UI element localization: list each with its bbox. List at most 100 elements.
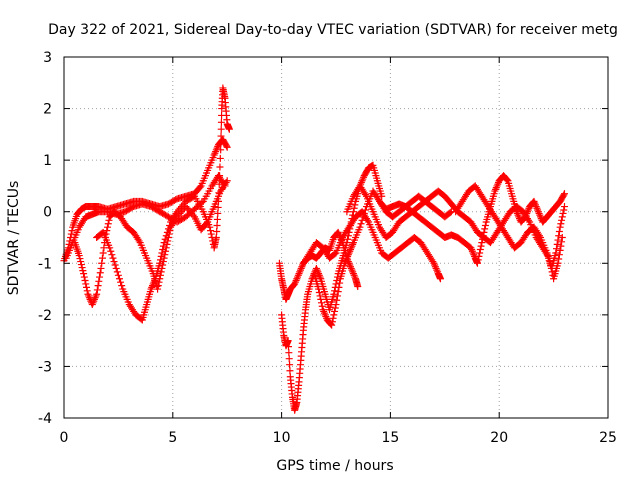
data-point <box>351 201 359 209</box>
data-point <box>350 204 358 212</box>
data-point <box>560 206 568 214</box>
data-point <box>559 209 567 217</box>
data-point <box>531 199 539 207</box>
data-point <box>336 279 344 287</box>
data-point <box>216 154 224 162</box>
data-point <box>211 149 219 157</box>
data-point <box>83 287 91 295</box>
data-point <box>90 297 98 305</box>
data-point <box>80 270 88 278</box>
data-point <box>76 255 84 263</box>
x-tick-label: 10 <box>273 430 291 446</box>
data-point <box>207 227 215 235</box>
data-point <box>107 247 115 255</box>
data-point <box>348 242 356 250</box>
data-point <box>82 280 90 288</box>
data-point <box>315 271 323 279</box>
data-point <box>90 295 98 303</box>
y-tick-label: 1 <box>43 153 52 169</box>
data-point <box>216 163 224 171</box>
data-point <box>217 139 225 147</box>
data-point <box>151 276 159 284</box>
data-point <box>341 258 349 266</box>
data-point <box>343 239 351 247</box>
data-point <box>502 175 510 183</box>
data-point <box>335 283 343 291</box>
data-point <box>67 230 75 238</box>
y-tick-label: -2 <box>38 308 52 324</box>
data-point <box>553 245 561 253</box>
data-point <box>104 223 112 231</box>
data-point <box>321 311 329 319</box>
data-point <box>534 206 542 214</box>
series-track-d <box>62 172 229 262</box>
data-point <box>361 191 369 199</box>
data-point <box>347 244 355 252</box>
data-point <box>223 143 231 151</box>
data-point <box>154 285 162 293</box>
data-point <box>481 225 489 233</box>
data-point <box>558 238 566 246</box>
data-point <box>533 204 541 212</box>
data-point <box>447 208 455 216</box>
data-point <box>481 221 489 229</box>
data-point <box>331 287 339 295</box>
x-tick-label: 0 <box>60 430 69 446</box>
data-point <box>331 307 339 315</box>
data-point <box>351 273 359 281</box>
series-track-j <box>452 182 568 272</box>
y-tick-label: 3 <box>43 50 52 66</box>
data-point <box>163 228 171 236</box>
data-point <box>521 213 529 221</box>
data-point <box>75 252 83 260</box>
data-point <box>514 211 522 219</box>
data-point <box>315 285 323 293</box>
data-point <box>217 132 225 140</box>
data-point <box>206 223 214 231</box>
data-point <box>112 264 120 272</box>
data-point <box>162 232 170 240</box>
data-point <box>109 254 117 262</box>
data-point <box>320 307 328 315</box>
data-point <box>347 246 355 254</box>
data-point <box>159 246 167 254</box>
chart-title: Day 322 of 2021, Sidereal Day-to-day VTE… <box>48 22 618 38</box>
data-point <box>108 251 116 259</box>
data-point <box>492 185 500 193</box>
data-point <box>93 290 101 298</box>
data-point <box>156 256 164 264</box>
data-point <box>479 232 487 240</box>
data-point <box>212 148 220 156</box>
data-point <box>78 264 86 272</box>
data-point <box>213 227 221 235</box>
data-point <box>525 216 533 224</box>
data-point <box>330 290 338 298</box>
data-point <box>225 125 233 133</box>
data-point <box>196 183 204 191</box>
data-point <box>285 349 293 357</box>
data-point <box>135 237 143 245</box>
data-point <box>522 211 530 219</box>
data-point <box>84 290 92 298</box>
data-point <box>467 244 475 252</box>
data-point <box>345 249 353 257</box>
data-point <box>161 235 169 243</box>
data-point <box>556 223 564 231</box>
data-point <box>214 209 222 217</box>
data-point <box>329 314 337 322</box>
data-point <box>341 259 349 267</box>
data-point <box>555 251 563 259</box>
data-point <box>560 190 568 198</box>
data-point <box>344 252 352 260</box>
data-point <box>515 213 523 221</box>
data-point <box>98 259 106 267</box>
data-point <box>333 292 341 300</box>
data-point <box>560 203 568 211</box>
data-point <box>157 252 165 260</box>
data-point <box>360 173 368 181</box>
data-point <box>553 240 561 248</box>
data-point <box>317 295 325 303</box>
data-point <box>436 275 444 283</box>
data-point <box>77 258 85 266</box>
